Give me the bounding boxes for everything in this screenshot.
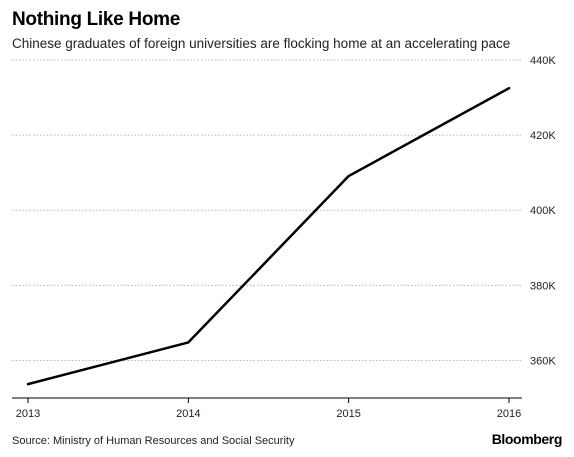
x-tick-label: 2016	[497, 408, 521, 420]
y-tick-label: 440K	[530, 55, 556, 67]
y-tick-label: 400K	[530, 205, 556, 217]
x-tick-label: 2015	[336, 408, 360, 420]
y-tick-label: 380K	[530, 280, 556, 292]
x-tick-label: 2014	[176, 408, 200, 420]
chart-title: Nothing Like Home	[12, 9, 181, 30]
gridlines	[12, 59, 522, 361]
y-tick-label: 360K	[530, 355, 556, 367]
x-tick-label: 2013	[16, 408, 40, 420]
y-axis-ticks: 360K 380K 400K 420K 440K	[530, 55, 556, 367]
source-note: Source: Ministry of Human Resources and …	[12, 435, 295, 447]
y-tick-label: 420K	[530, 130, 556, 142]
series-lines	[26, 86, 511, 386]
bloomberg-logo: Bloomberg	[491, 431, 563, 447]
series-line	[26, 86, 511, 386]
x-axis: 2013 2014 2015 2016	[12, 397, 522, 420]
chart-subtitle: Chinese graduates of foreign universitie…	[12, 36, 511, 51]
